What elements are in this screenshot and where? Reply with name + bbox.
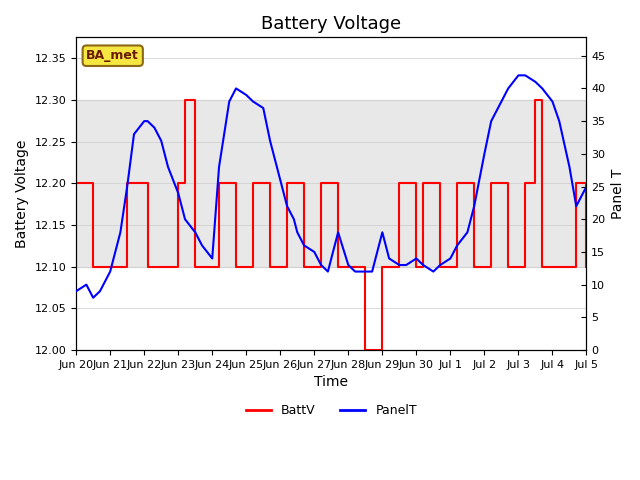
PanelT	[396, 262, 403, 268]
Bar	[76, 100, 586, 267]
X-axis label: Time: Time	[314, 375, 348, 389]
BattV	[351, 264, 359, 270]
PanelT	[351, 269, 359, 275]
BattV	[181, 97, 189, 103]
PanelT	[72, 288, 80, 294]
Y-axis label: Battery Voltage: Battery Voltage	[15, 140, 29, 248]
PanelT	[290, 216, 298, 222]
BattV	[403, 180, 410, 186]
BattV	[140, 180, 148, 186]
Title: Battery Voltage: Battery Voltage	[261, 15, 401, 33]
Y-axis label: Panel T: Panel T	[611, 168, 625, 219]
PanelT	[324, 269, 332, 275]
PanelT	[515, 72, 522, 78]
BattV	[582, 264, 590, 270]
PanelT	[403, 262, 410, 268]
PanelT	[144, 118, 152, 124]
BattV	[72, 180, 80, 186]
BattV	[290, 180, 298, 186]
PanelT	[90, 295, 97, 300]
BattV	[324, 180, 332, 186]
Legend: BattV, PanelT: BattV, PanelT	[241, 399, 422, 422]
PanelT	[582, 184, 590, 190]
BattV	[413, 264, 420, 270]
Line: BattV: BattV	[76, 100, 586, 350]
Text: BA_met: BA_met	[86, 49, 139, 62]
Line: PanelT: PanelT	[76, 75, 586, 298]
BattV	[362, 347, 369, 353]
